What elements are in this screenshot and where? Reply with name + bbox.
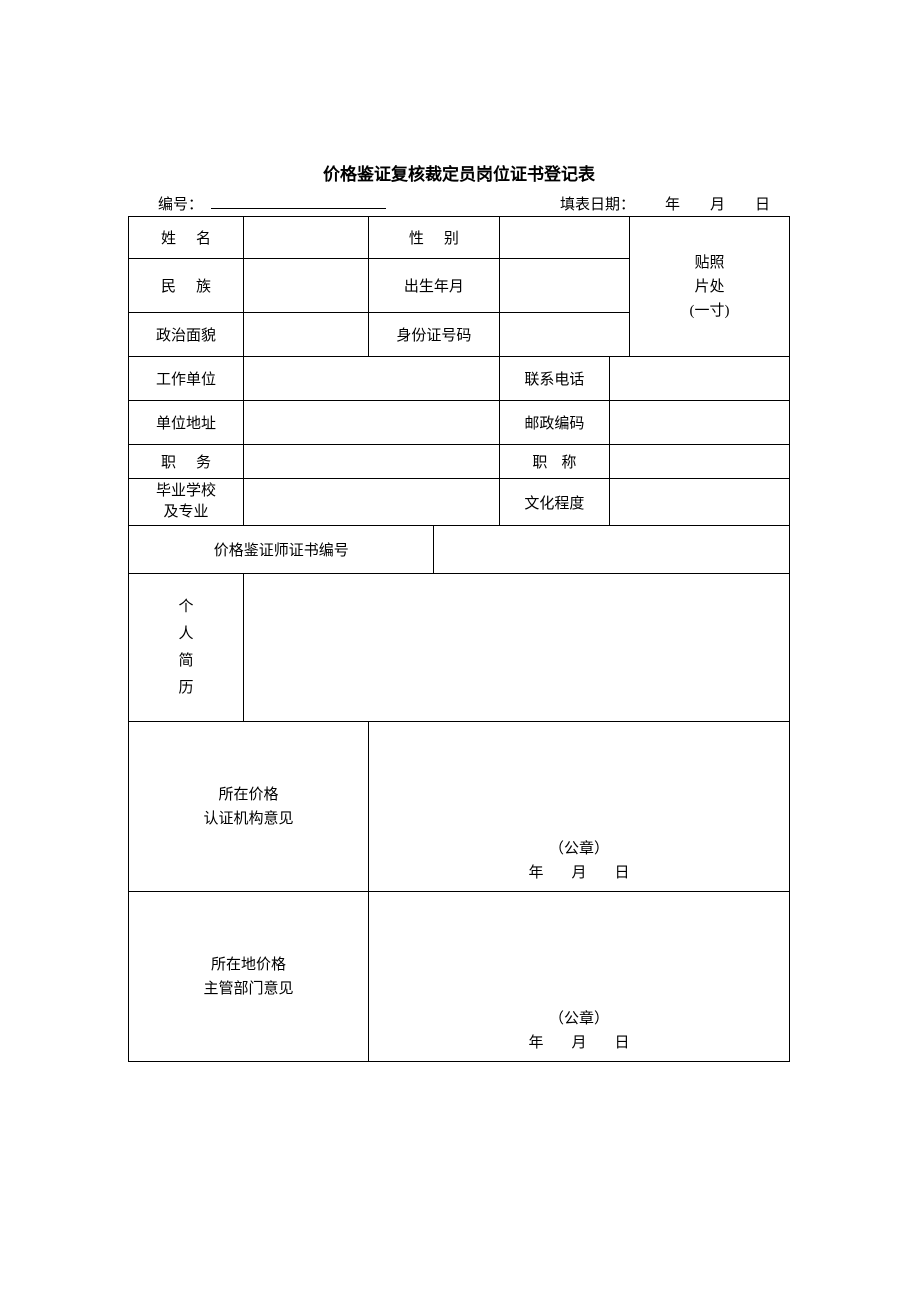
serial-label: 编号： <box>158 193 203 214</box>
postal-label: 邮政编码 <box>499 401 609 445</box>
year-label: 年 <box>665 193 680 214</box>
position-label: 职务 <box>129 445 244 479</box>
political-value <box>244 313 369 357</box>
gender-value <box>499 217 629 259</box>
education-value <box>609 479 789 526</box>
opinion1-value: （公章） 年 月 日 <box>369 722 790 892</box>
ethnicity-value <box>244 259 369 313</box>
resume-label: 个 人 简 历 <box>129 574 244 722</box>
date-label: 填表日期： <box>560 193 635 214</box>
phone-label: 联系电话 <box>499 357 609 401</box>
day-label: 日 <box>755 193 770 214</box>
postal-value <box>609 401 789 445</box>
header-row: 编号： 填表日期： 年 月 日 <box>128 193 790 214</box>
school-label: 毕业学校 及专业 <box>129 479 244 526</box>
phone-value <box>609 357 789 401</box>
id-label: 身份证号码 <box>369 313 500 357</box>
name-value <box>244 217 369 259</box>
opinion2-value: （公章） 年 月 日 <box>369 892 790 1062</box>
school-value <box>244 479 500 526</box>
name-label: 姓名 <box>129 217 244 259</box>
gender-label: 性别 <box>369 217 500 259</box>
month-label: 月 <box>710 193 725 214</box>
education-label: 文化程度 <box>499 479 609 526</box>
birth-label: 出生年月 <box>369 259 500 313</box>
ethnicity-label: 民族 <box>129 259 244 313</box>
registration-form: 姓名 性别 贴照 片处 (一寸) 民族 出生年月 政治面貌 身份证号码 工作单位… <box>128 216 790 1062</box>
serial-underline <box>211 208 386 209</box>
id-value <box>499 313 629 357</box>
photo-area: 贴照 片处 (一寸) <box>630 217 790 357</box>
title-label: 职称 <box>499 445 609 479</box>
workunit-label: 工作单位 <box>129 357 244 401</box>
opinion2-label: 所在地价格 主管部门意见 <box>129 892 369 1062</box>
birth-value <box>499 259 629 313</box>
address-label: 单位地址 <box>129 401 244 445</box>
cert-value <box>434 526 790 574</box>
position-value <box>244 445 500 479</box>
title-value <box>609 445 789 479</box>
cert-label: 价格鉴证师证书编号 <box>129 526 434 574</box>
form-title: 价格鉴证复核裁定员岗位证书登记表 <box>128 160 790 185</box>
address-value <box>244 401 500 445</box>
political-label: 政治面貌 <box>129 313 244 357</box>
workunit-value <box>244 357 500 401</box>
opinion1-label: 所在价格 认证机构意见 <box>129 722 369 892</box>
resume-value <box>244 574 790 722</box>
